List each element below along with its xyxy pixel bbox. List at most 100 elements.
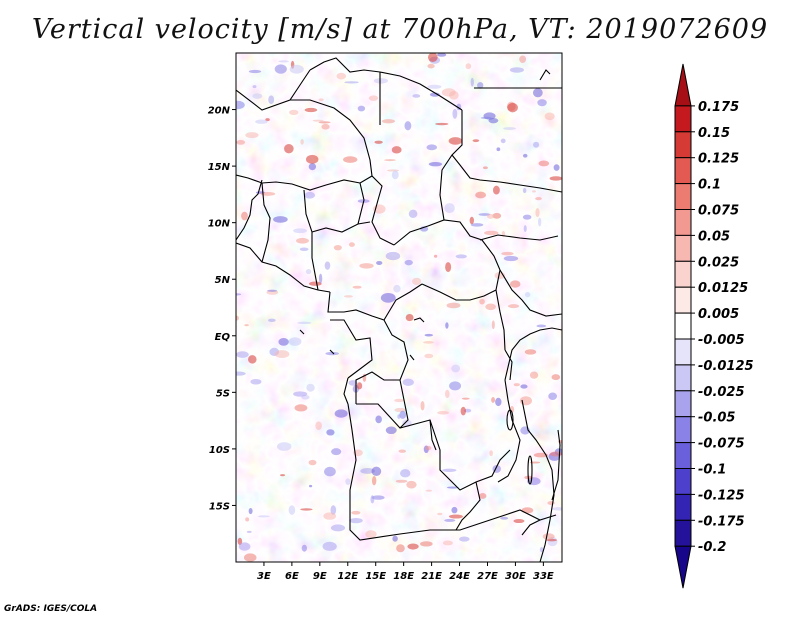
field-blob (391, 170, 399, 180)
field-blob (331, 448, 342, 456)
field-blob (503, 255, 519, 262)
field-blob (267, 289, 278, 292)
colorbar-label: 0.175 (698, 100, 739, 115)
field-blob (301, 544, 307, 552)
field-blob (547, 501, 555, 505)
field-blob (336, 72, 346, 80)
field-blob (548, 392, 557, 400)
colorbar-label: -0.005 (698, 333, 745, 348)
colorbar-label: 0.0125 (698, 281, 748, 296)
field-blob (529, 371, 539, 379)
field-blob (405, 313, 414, 322)
colorbar-swatch (674, 157, 692, 185)
field-blob (323, 512, 337, 520)
field-blob (524, 349, 537, 355)
field-blob (348, 380, 358, 386)
colorbar-label: -0.05 (698, 411, 735, 426)
field-blob (477, 82, 484, 89)
field-blob (394, 398, 404, 403)
field-blob (444, 518, 456, 522)
field-blob (446, 486, 459, 489)
field-blob (425, 489, 433, 492)
field-blob (433, 254, 438, 258)
field-blob (412, 94, 421, 98)
colorbar-swatch (674, 105, 692, 133)
field-blob (427, 53, 438, 63)
field-blob (542, 533, 555, 540)
field-blob (507, 304, 520, 309)
field-blob (455, 254, 467, 259)
colorbar-label: 0.05 (698, 229, 730, 244)
lat-tick-label: 10S (209, 445, 230, 456)
lon-tick-label: 24E (449, 571, 470, 582)
field-blob (402, 378, 414, 387)
colorbar-swatch (674, 209, 692, 236)
field-blob (426, 144, 438, 151)
field-blob (472, 139, 480, 143)
field-blob (487, 213, 495, 219)
field-blob (522, 153, 528, 158)
country-borders (236, 57, 562, 562)
colorbar-label: -0.175 (698, 514, 745, 529)
colorbar-swatch (674, 442, 692, 470)
field-blob (522, 214, 532, 220)
colorbar-label: 0.1 (698, 178, 721, 193)
field-blob (315, 421, 322, 430)
field-blob (509, 280, 521, 288)
colorbar-swatch (674, 63, 692, 107)
field-blob (500, 138, 506, 144)
field-blob (274, 350, 290, 359)
field-blob (325, 351, 340, 356)
field-blob (395, 479, 408, 483)
field-blob (529, 461, 541, 464)
field-blob (376, 260, 383, 266)
field-blob (384, 159, 396, 162)
field-blob (437, 410, 449, 415)
field-blob (396, 544, 405, 553)
colorbar-swatch (674, 493, 692, 521)
colorbar-label: 0.075 (698, 204, 739, 219)
field-blob (465, 63, 472, 70)
field-blob (427, 84, 442, 89)
field-blob (385, 426, 397, 435)
field-blob (509, 67, 524, 73)
field-blob (293, 391, 308, 397)
colorbar-swatch (674, 364, 692, 392)
field-blob (243, 553, 257, 562)
field-blob (248, 507, 253, 515)
field-blob (392, 535, 398, 542)
colorbar-label: 0.125 (698, 152, 739, 167)
field-blob (549, 451, 562, 457)
field-blob (549, 176, 562, 181)
field-blob (523, 225, 527, 232)
field-blob (448, 514, 463, 519)
field-blob (304, 191, 316, 199)
colorbar-label: 0.15 (698, 126, 730, 141)
field-blob (437, 512, 443, 516)
field-blob (533, 141, 540, 148)
field-blob (289, 109, 299, 115)
field-blob (520, 384, 528, 389)
field-blob (351, 510, 361, 515)
field-blob (420, 541, 433, 547)
field-blob (475, 191, 487, 199)
field-blob (451, 364, 461, 373)
field-blob (479, 493, 487, 499)
field-blob (321, 123, 330, 130)
field-blob (404, 121, 412, 131)
field-blob (524, 291, 531, 298)
field-blob (324, 261, 331, 270)
field-blob (425, 445, 432, 451)
field-blob (297, 321, 312, 325)
field-blob (399, 410, 407, 419)
colorbar-label: 0.005 (698, 307, 739, 322)
field-blob (423, 341, 434, 344)
field-blob (408, 209, 418, 219)
field-blob (245, 517, 250, 522)
colorbar-swatch (674, 286, 692, 314)
field-blob (459, 536, 470, 542)
field-blob (246, 530, 252, 533)
field-blob (293, 228, 307, 234)
grads-credit: GrADS: IGES/COLA (4, 604, 98, 614)
field-blob (326, 429, 335, 436)
